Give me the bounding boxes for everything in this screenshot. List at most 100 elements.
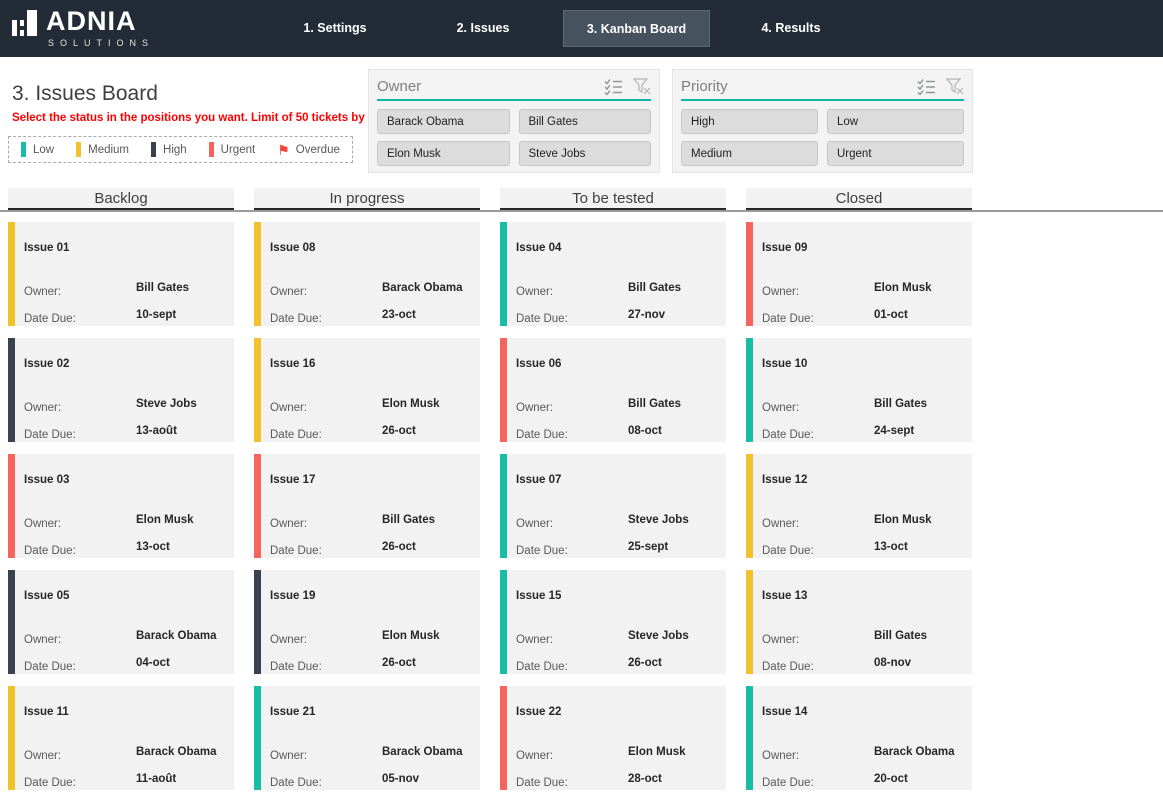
date-due-value: 04-oct: [136, 657, 170, 669]
high-color-chip: [151, 142, 157, 157]
date-due-label: Date Due:: [270, 777, 322, 789]
priority-filter-medium[interactable]: Medium: [681, 141, 818, 166]
owner-value: Bill Gates: [628, 398, 682, 410]
clear-filter-icon[interactable]: [633, 77, 651, 95]
column-header-in-progress: In progress: [254, 188, 480, 210]
column-header-backlog: Backlog: [8, 188, 234, 210]
priority-bar: [500, 338, 507, 442]
owner-value: Elon Musk: [382, 398, 440, 410]
owner-label: Owner:: [24, 750, 62, 762]
issue-title: Issue 07: [516, 474, 562, 486]
legend-item-low: Low: [21, 142, 54, 157]
date-due-value: 08-oct: [628, 425, 662, 437]
date-due-value: 23-oct: [382, 309, 416, 321]
date-due-value: 11-août: [136, 773, 177, 785]
owner-filter-steve-jobs[interactable]: Steve Jobs: [518, 141, 651, 166]
owner-filter-bill-gates[interactable]: Bill Gates: [518, 109, 651, 134]
bar-chart-logo-icon: [12, 10, 37, 36]
issue-card: Issue 21 Owner: Barack Obama Date Due: 0…: [254, 686, 480, 790]
low-color-chip: [21, 142, 26, 157]
clear-filter-icon[interactable]: [946, 77, 964, 95]
owner-label: Owner:: [24, 286, 62, 298]
priority-bar: [254, 686, 261, 790]
owner-label: Owner:: [762, 634, 800, 646]
issue-title: Issue 22: [516, 706, 562, 718]
priority-bar: [254, 222, 261, 326]
legend-item-high: High: [151, 142, 187, 157]
issue-title: Issue 15: [516, 590, 562, 602]
issue-card: Issue 09 Owner: Elon Musk Date Due: 01-o…: [746, 222, 972, 326]
page-title: 3. Issues Board: [12, 82, 158, 105]
priority-filter-urgent[interactable]: Urgent: [827, 141, 964, 166]
owner-label: Owner:: [762, 518, 800, 530]
date-due-value: 05-nov: [382, 773, 420, 785]
date-due-label: Date Due:: [24, 661, 76, 673]
owner-label: Owner:: [24, 402, 62, 414]
issue-title: Issue 01: [24, 242, 70, 254]
priority-slicer: Priority High Low Medium Urgent: [672, 69, 973, 173]
tab-kanban-board[interactable]: 3. Kanban Board: [563, 10, 710, 47]
date-due-value: 28-oct: [628, 773, 662, 785]
legend-item-overdue: ⚑ Overdue: [277, 143, 340, 157]
multi-select-icon[interactable]: [604, 78, 623, 95]
owner-slicer: Owner Barack Obama Bill Gates Elon Musk …: [368, 69, 660, 173]
issue-card: Issue 11 Owner: Barack Obama Date Due: 1…: [8, 686, 234, 790]
date-due-label: Date Due:: [762, 661, 814, 673]
owner-value: Bill Gates: [136, 282, 190, 294]
date-due-label: Date Due:: [762, 313, 814, 325]
issue-title: Issue 09: [762, 242, 808, 254]
owner-label: Owner:: [270, 518, 308, 530]
date-due-value: 27-nov: [628, 309, 666, 321]
multi-select-icon[interactable]: [917, 78, 936, 95]
owner-filter-elon-musk[interactable]: Elon Musk: [377, 141, 510, 166]
priority-bar: [746, 338, 753, 442]
tab-settings[interactable]: 1. Settings: [303, 21, 367, 35]
owner-label: Owner:: [270, 634, 308, 646]
column-header-to-be-tested: To be tested: [500, 188, 726, 210]
issue-card: Issue 05 Owner: Barack Obama Date Due: 0…: [8, 570, 234, 674]
issue-title: Issue 06: [516, 358, 562, 370]
date-due-value: 25-sept: [628, 541, 669, 553]
issue-card: Issue 12 Owner: Elon Musk Date Due: 13-o…: [746, 454, 972, 558]
page-subtitle: Select the status in the positions you w…: [12, 112, 405, 124]
owner-value: Bill Gates: [382, 514, 436, 526]
owner-value: Steve Jobs: [136, 398, 197, 410]
column-to-be-tested: Issue 04 Owner: Bill Gates Date Due: 27-…: [500, 222, 726, 802]
flag-icon: ⚑: [277, 141, 290, 158]
date-due-label: Date Due:: [24, 429, 76, 441]
tab-issues[interactable]: 2. Issues: [456, 21, 510, 35]
owner-label: Owner:: [270, 750, 308, 762]
priority-legend: Low Medium High Urgent ⚑ Overdue: [8, 136, 353, 163]
date-due-label: Date Due:: [516, 545, 568, 557]
owner-value: Steve Jobs: [628, 514, 689, 526]
column-in-progress: Issue 08 Owner: Barack Obama Date Due: 2…: [254, 222, 480, 802]
date-due-label: Date Due:: [270, 313, 322, 325]
owner-value: Barack Obama: [382, 746, 463, 758]
owner-value: Elon Musk: [382, 630, 440, 642]
priority-filter-high[interactable]: High: [681, 109, 818, 134]
column-closed: Issue 09 Owner: Elon Musk Date Due: 01-o…: [746, 222, 972, 802]
date-due-value: 10-sept: [136, 309, 177, 321]
owner-label: Owner:: [270, 402, 308, 414]
brand-tagline: SOLUTIONS: [48, 38, 155, 48]
legend-item-urgent: Urgent: [208, 142, 255, 157]
date-due-label: Date Due:: [516, 777, 568, 789]
owner-value: Barack Obama: [382, 282, 463, 294]
priority-bar: [254, 570, 261, 674]
date-due-label: Date Due:: [270, 661, 322, 673]
issue-card: Issue 04 Owner: Bill Gates Date Due: 27-…: [500, 222, 726, 326]
date-due-value: 13-oct: [136, 541, 170, 553]
priority-filter-low[interactable]: Low: [827, 109, 964, 134]
legend-label: Overdue: [295, 143, 340, 156]
issue-title: Issue 02: [24, 358, 70, 370]
issue-card: Issue 10 Owner: Bill Gates Date Due: 24-…: [746, 338, 972, 442]
owner-label: Owner:: [270, 286, 308, 298]
issue-title: Issue 14: [762, 706, 808, 718]
tab-results[interactable]: 4. Results: [761, 21, 821, 35]
issue-title: Issue 13: [762, 590, 808, 602]
owner-value: Elon Musk: [874, 514, 932, 526]
owner-filter-barack-obama[interactable]: Barack Obama: [377, 109, 510, 134]
owner-label: Owner:: [762, 750, 800, 762]
owner-slicer-title: Owner: [377, 77, 422, 95]
issue-title: Issue 11: [24, 706, 69, 718]
